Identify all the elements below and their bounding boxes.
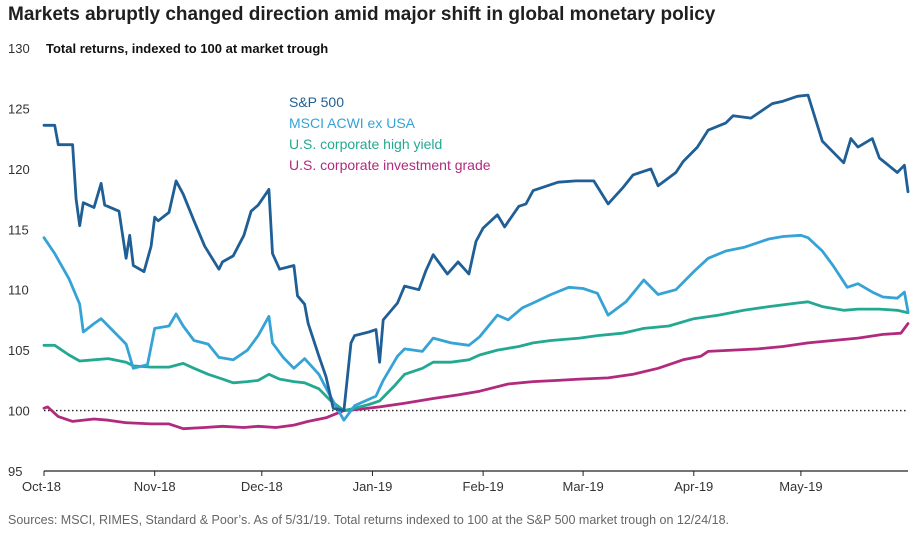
series-line-u-s-corporate-high-yield (42, 300, 910, 412)
series-line-msci-acwi-ex-usa (42, 233, 910, 422)
x-tick-label: Jan-19 (353, 479, 393, 494)
series-line-u-s-corporate-investment-grade (42, 322, 910, 431)
x-tick-label: Dec-18 (241, 479, 283, 494)
series-layer (42, 93, 910, 431)
legend-entry: S&P 500 (289, 94, 344, 110)
y-tick-label: 130 (8, 41, 30, 56)
legend-entry: U.S. corporate investment grade (289, 157, 491, 173)
y-tick-label: 100 (8, 404, 30, 419)
axes-layer: 95 100 105 110 115 120 125 130 Total returns, in… (8, 41, 908, 494)
legend: S&P 500 MSCI ACWI ex USA U.S. corporate hi… (289, 94, 491, 173)
y-tick-label: 95 (8, 464, 22, 479)
y-tick-label: 110 (8, 283, 29, 298)
legend-entry: MSCI ACWI ex USA (289, 115, 416, 131)
y-axis-label: Total returns, indexed to 100 at market … (46, 41, 328, 56)
series-line-s-p-500 (42, 93, 910, 412)
chart-title: Markets abruptly changed direction amid … (8, 4, 716, 25)
x-tick-label: Nov-18 (134, 479, 176, 494)
y-tick-label: 120 (8, 162, 30, 177)
x-tick-label: Mar-19 (563, 479, 604, 494)
x-tick-label: May-19 (779, 479, 822, 494)
x-tick-label: Feb-19 (463, 479, 504, 494)
x-tick-label: Apr-19 (674, 479, 713, 494)
source-note: Sources: MSCI, RIMES, Standard & Poor’s.… (8, 513, 730, 527)
legend-entry: U.S. corporate high yield (289, 136, 442, 152)
y-tick-label: 115 (8, 222, 29, 237)
y-tick-label: 105 (8, 343, 30, 358)
y-tick-label: 125 (8, 101, 30, 116)
x-tick-label: Oct-18 (22, 479, 61, 494)
